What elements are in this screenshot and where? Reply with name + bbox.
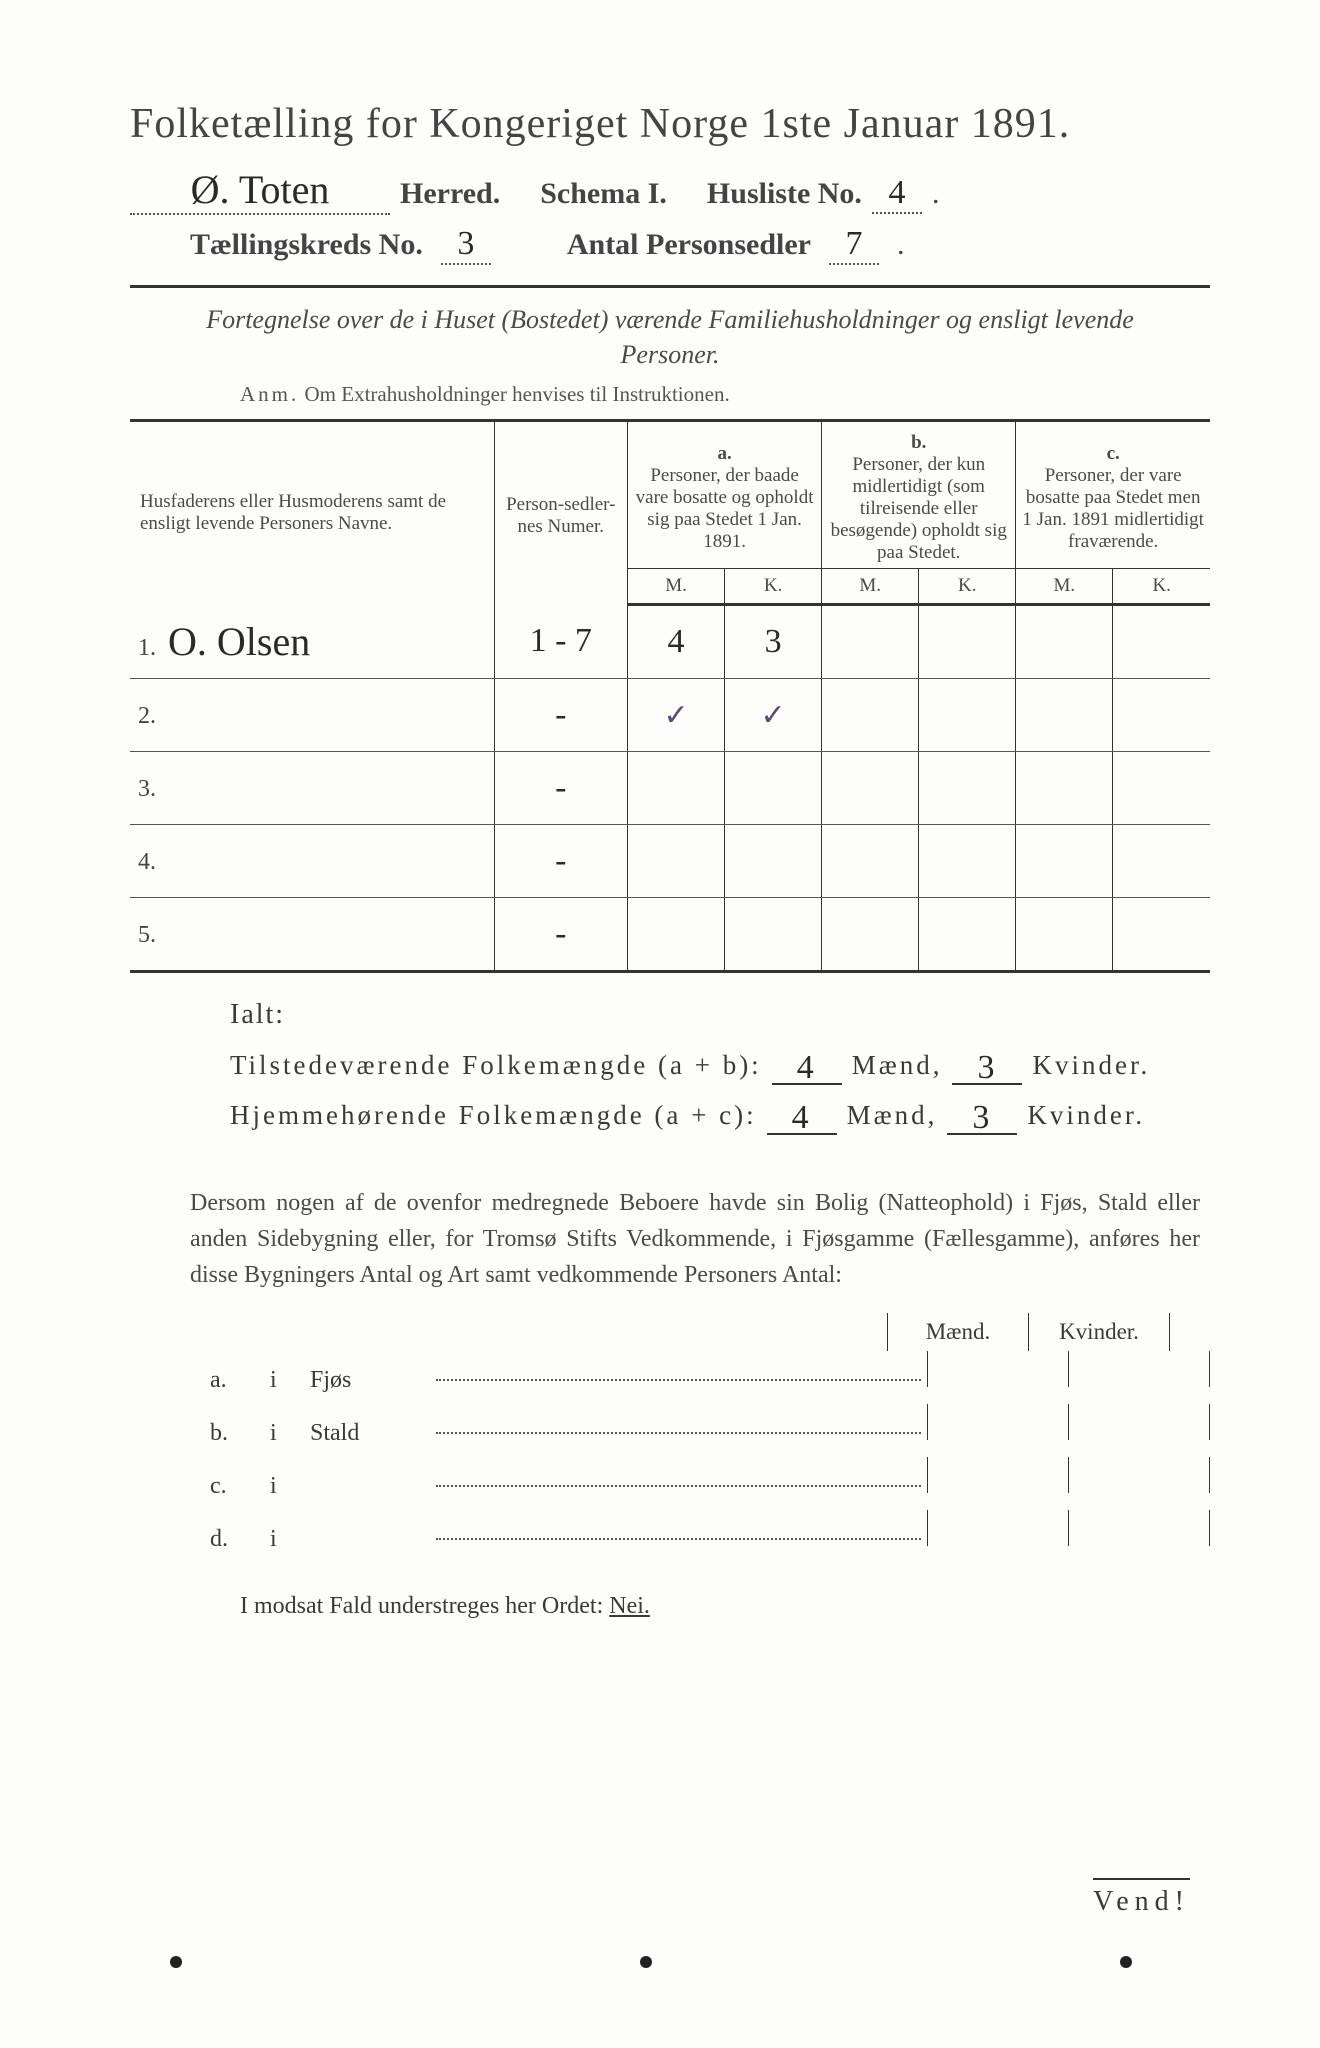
item-type: Stald — [310, 1420, 430, 1447]
row-num: 5. — [138, 922, 156, 948]
table-row: 5. - — [130, 898, 1210, 972]
herred-handwritten: Ø. Toten — [130, 166, 390, 215]
nei-word: Nei. — [609, 1593, 650, 1619]
binding-hole-icon — [170, 1956, 182, 1968]
kreds-label: Tællingskreds No. — [190, 228, 423, 262]
sum2-k: 3 — [972, 1099, 992, 1136]
col-c-text: Personer, der vare bosatte paa Stedet me… — [1022, 465, 1204, 553]
col-a-label: a. — [634, 443, 815, 465]
table-row: 1. O. Olsen 1 - 7 4 3 — [130, 605, 1210, 679]
nei-line: I modsat Fald understreges her Ordet: Ne… — [240, 1593, 1210, 1620]
anm-text: Om Extrahusholdninger henvises til Instr… — [305, 382, 730, 406]
turn-over-label: Vend! — [1093, 1878, 1190, 1918]
sum1-m: 4 — [797, 1049, 817, 1086]
table-row: 4. - — [130, 825, 1210, 898]
husliste-value: 4 — [888, 174, 905, 211]
anm-label: Anm. — [240, 382, 299, 406]
col-a-m: M. — [628, 569, 725, 605]
cell-aK: 3 — [765, 623, 782, 660]
census-form-page: Folketælling for Kongeriget Norge 1ste J… — [0, 0, 1320, 2048]
numer-hw: - — [555, 915, 566, 952]
dotted-fill — [436, 1484, 921, 1487]
item-i: i — [270, 1420, 310, 1447]
outbuilding-list: a. i Fjøs b. i Stald c. i d. i — [210, 1351, 1210, 1553]
dotted-fill — [436, 1431, 921, 1434]
mk-m: Mænd. — [887, 1313, 1028, 1351]
rule-1 — [130, 285, 1210, 288]
dotted-fill — [436, 1378, 921, 1381]
outbuilding-paragraph: Dersom nogen af de ovenfor medregnede Be… — [190, 1185, 1200, 1293]
col-names-header: Husfaderens eller Husmoderens samt de en… — [140, 491, 446, 534]
sum2-label: Hjemmehørende Folkemængde (a + c): — [230, 1100, 757, 1131]
mk-subheader: Mænd. Kvinder. — [130, 1313, 1170, 1351]
item-letter: b. — [210, 1420, 270, 1447]
header-line-2: Ø. Toten Herred. Schema I. Husliste No. … — [130, 166, 1210, 215]
binding-hole-icon — [640, 1956, 652, 1968]
sum1-mw: Mænd, — [852, 1050, 943, 1081]
mk-k: Kvinder. — [1028, 1313, 1170, 1351]
ialt-label: Ialt: — [230, 999, 1210, 1031]
col-c-label: c. — [1022, 443, 1204, 465]
col-a-k: K. — [725, 569, 822, 605]
col-c-k: K. — [1113, 569, 1210, 605]
household-table: Husfaderens eller Husmoderens samt de en… — [130, 419, 1210, 973]
col-b-label: b. — [828, 432, 1009, 454]
item-i: i — [270, 1526, 310, 1553]
cell-aK: ✓ — [761, 699, 786, 732]
resident-total-line: Hjemmehørende Folkemængde (a + c): 4 Mæn… — [230, 1095, 1210, 1135]
numer-hw: - — [555, 842, 566, 879]
page-title: Folketælling for Kongeriget Norge 1ste J… — [130, 100, 1210, 148]
list-item: c. i — [210, 1457, 1210, 1500]
sum1-label: Tilstedeværende Folkemængde (a + b): — [230, 1050, 762, 1081]
herred-label: Herred. — [400, 177, 500, 211]
item-type: Fjøs — [310, 1367, 430, 1394]
numer-hw: 1 - 7 — [530, 622, 592, 659]
col-c-m: M. — [1016, 569, 1113, 605]
schema-label: Schema I. — [540, 177, 667, 211]
table-row: 2. - ✓ ✓ — [130, 679, 1210, 752]
sum2-kw: Kvinder. — [1027, 1100, 1145, 1131]
totals-block: Ialt: Tilstedeværende Folkemængde (a + b… — [230, 999, 1210, 1135]
numer-hw: - — [555, 696, 566, 733]
row-num: 2. — [138, 703, 156, 729]
header-line-3: Tællingskreds No. 3 Antal Personsedler 7… — [190, 225, 1210, 265]
kreds-value: 3 — [457, 225, 474, 262]
table-row: 3. - — [130, 752, 1210, 825]
item-i: i — [270, 1367, 310, 1394]
list-item: b. i Stald — [210, 1404, 1210, 1447]
item-i: i — [270, 1473, 310, 1500]
form-subtitle: Fortegnelse over de i Huset (Bostedet) v… — [190, 302, 1150, 372]
col-b-m: M. — [822, 569, 919, 605]
row-num: 4. — [138, 849, 156, 875]
cell-aM: 4 — [668, 623, 685, 660]
item-letter: a. — [210, 1367, 270, 1394]
col-a-text: Personer, der baade vare bosatte og opho… — [634, 465, 815, 553]
antall-label: Antal Personsedler — [567, 228, 811, 262]
sum1-kw: Kvinder. — [1032, 1050, 1150, 1081]
numer-hw: - — [555, 769, 566, 806]
present-total-line: Tilstedeværende Folkemængde (a + b): 4 M… — [230, 1045, 1210, 1085]
nei-pre: I modsat Fald understreges her Ordet: — [240, 1593, 609, 1619]
item-letter: d. — [210, 1526, 270, 1553]
husliste-label: Husliste No. — [707, 177, 862, 211]
list-item: d. i — [210, 1510, 1210, 1553]
col-b-text: Personer, der kun midlertidigt (som tilr… — [828, 454, 1009, 564]
item-letter: c. — [210, 1473, 270, 1500]
sum2-mw: Mænd, — [847, 1100, 938, 1131]
antall-value: 7 — [845, 225, 862, 262]
name-hw: O. Olsen — [168, 618, 310, 665]
col-b-k: K. — [919, 569, 1016, 605]
anm-note: Anm. Om Extrahusholdninger henvises til … — [240, 382, 1210, 407]
col-numer-header: Person-sedler-nes Numer. — [506, 494, 615, 537]
cell-aM: ✓ — [663, 699, 688, 732]
row-num: 3. — [138, 776, 156, 802]
dotted-fill — [436, 1537, 921, 1540]
list-item: a. i Fjøs — [210, 1351, 1210, 1394]
sum2-m: 4 — [792, 1099, 812, 1136]
sum1-k: 3 — [977, 1049, 997, 1086]
binding-hole-icon — [1120, 1956, 1132, 1968]
row-num: 1. — [138, 635, 156, 661]
